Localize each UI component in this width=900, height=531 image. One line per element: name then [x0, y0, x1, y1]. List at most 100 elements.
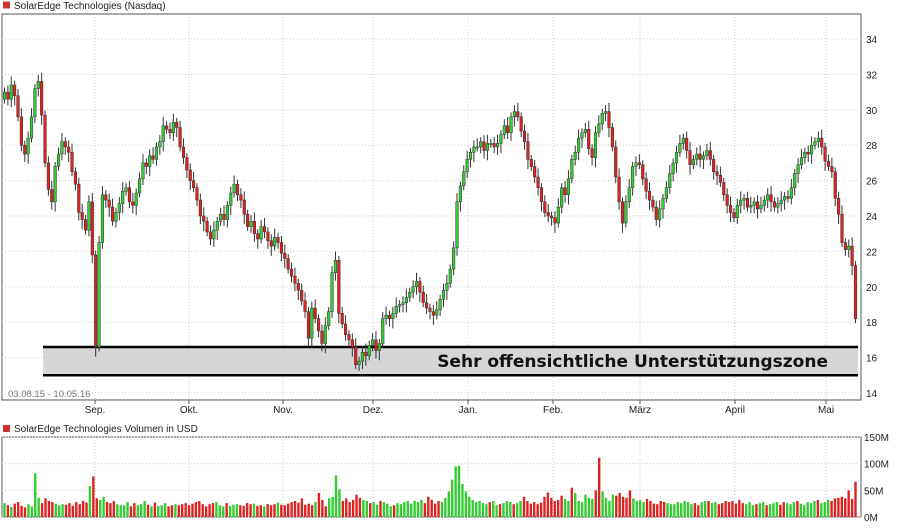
volume-bar: [10, 506, 13, 517]
volume-bar: [758, 503, 762, 517]
candle-body: [77, 183, 81, 213]
candle-body: [502, 125, 506, 135]
volume-bar: [768, 504, 772, 517]
volume-bar: [556, 499, 560, 517]
volume-bar: [683, 501, 686, 517]
candle-body: [604, 111, 608, 114]
candle-body: [803, 152, 807, 158]
candle-body: [289, 268, 294, 277]
volume-bar: [714, 502, 717, 517]
candle-body: [492, 143, 496, 148]
candle-body: [296, 283, 300, 291]
support-zone-band: [43, 346, 858, 376]
volume-bar: [403, 502, 406, 517]
candle-body: [853, 265, 858, 319]
volume-bar: [280, 504, 283, 517]
volume-bar: [444, 497, 447, 517]
volume-bar: [731, 501, 734, 517]
volume-bar: [293, 501, 297, 517]
volume-bar: [591, 498, 594, 517]
volume-bar: [765, 505, 768, 517]
candle-body: [799, 157, 804, 165]
volume-bar: [693, 503, 697, 517]
volume-bar: [625, 497, 628, 517]
candle-body: [624, 201, 628, 224]
volume-bar: [796, 501, 799, 517]
volume-bar: [471, 499, 474, 517]
volume-bar: [587, 497, 591, 517]
price-y-tick-label: 30: [866, 106, 878, 117]
candle-body: [772, 201, 777, 208]
volume-bar: [850, 498, 854, 517]
volume-bar: [492, 501, 495, 517]
candle-body: [796, 164, 800, 174]
candle-body: [462, 171, 466, 187]
candle-body: [384, 314, 388, 319]
candle-body: [495, 143, 500, 148]
candle-body: [40, 81, 44, 116]
volume-bar: [184, 503, 187, 517]
candle-body: [479, 141, 483, 148]
volume-bar: [88, 486, 92, 517]
volume-chart-panel: SolarEdge Technologies Volumen in USD 15…: [1, 424, 889, 524]
candle-body: [360, 352, 365, 362]
volume-bar: [225, 503, 228, 517]
candle-body: [735, 205, 739, 219]
volume-bar: [331, 496, 334, 517]
price-y-tick-label: 22: [866, 247, 878, 258]
volume-bar: [741, 503, 744, 517]
volume-bar: [71, 505, 75, 517]
candle-body: [455, 201, 459, 249]
volume-bar: [6, 505, 10, 517]
volume-bar: [748, 502, 751, 517]
candle-body: [235, 183, 240, 196]
volume-y-tick-label: 150M: [864, 433, 889, 444]
volume-bar: [20, 505, 23, 517]
volume-bar: [584, 494, 587, 517]
candle-body: [225, 205, 229, 220]
volume-bar: [468, 496, 471, 517]
volume-bar: [375, 504, 379, 517]
candle-body: [607, 111, 611, 128]
candle-body: [256, 233, 260, 240]
candle-body: [100, 194, 104, 243]
volume-bar: [170, 505, 174, 517]
volume-bar: [153, 502, 157, 517]
candle-body: [634, 162, 638, 167]
candle-body: [300, 290, 304, 302]
candle-body: [637, 162, 641, 165]
volume-bar: [649, 501, 652, 517]
candle-body: [756, 201, 760, 210]
volume-bar: [310, 505, 314, 517]
candle-body: [577, 137, 581, 153]
price-y-tick-label: 26: [866, 177, 878, 188]
candle-body: [320, 330, 324, 344]
volume-bar: [844, 498, 847, 517]
volume-bar: [721, 503, 724, 517]
volume-bar: [457, 465, 461, 517]
candle-body: [448, 268, 452, 284]
volume-y-tick-label: 100M: [864, 460, 889, 471]
volume-bar: [304, 504, 307, 517]
price-plot-frame: [1, 13, 862, 401]
candle-body: [600, 113, 604, 125]
candle-body: [121, 190, 125, 204]
volume-bar: [621, 496, 625, 517]
volume-bar: [252, 503, 256, 517]
candle-body: [806, 152, 810, 155]
volume-bar: [177, 505, 180, 517]
volume-bar: [102, 496, 105, 517]
candle-body: [249, 221, 253, 227]
candle-body: [53, 166, 57, 203]
volume-bar: [785, 503, 789, 517]
price-legend-title: SolarEdge Technologies (Nasdaq): [14, 1, 166, 12]
volume-bar: [34, 473, 37, 517]
volume-bar: [433, 503, 437, 517]
price-y-tick-label: 28: [866, 141, 878, 152]
volume-bar: [495, 505, 498, 517]
volume-bar: [430, 499, 433, 517]
volume-y-tick-label: 50M: [864, 486, 883, 497]
volume-bar: [755, 504, 758, 517]
price-x-tick-label: Mai: [818, 405, 834, 416]
price-y-tick-label: 14: [866, 389, 878, 400]
